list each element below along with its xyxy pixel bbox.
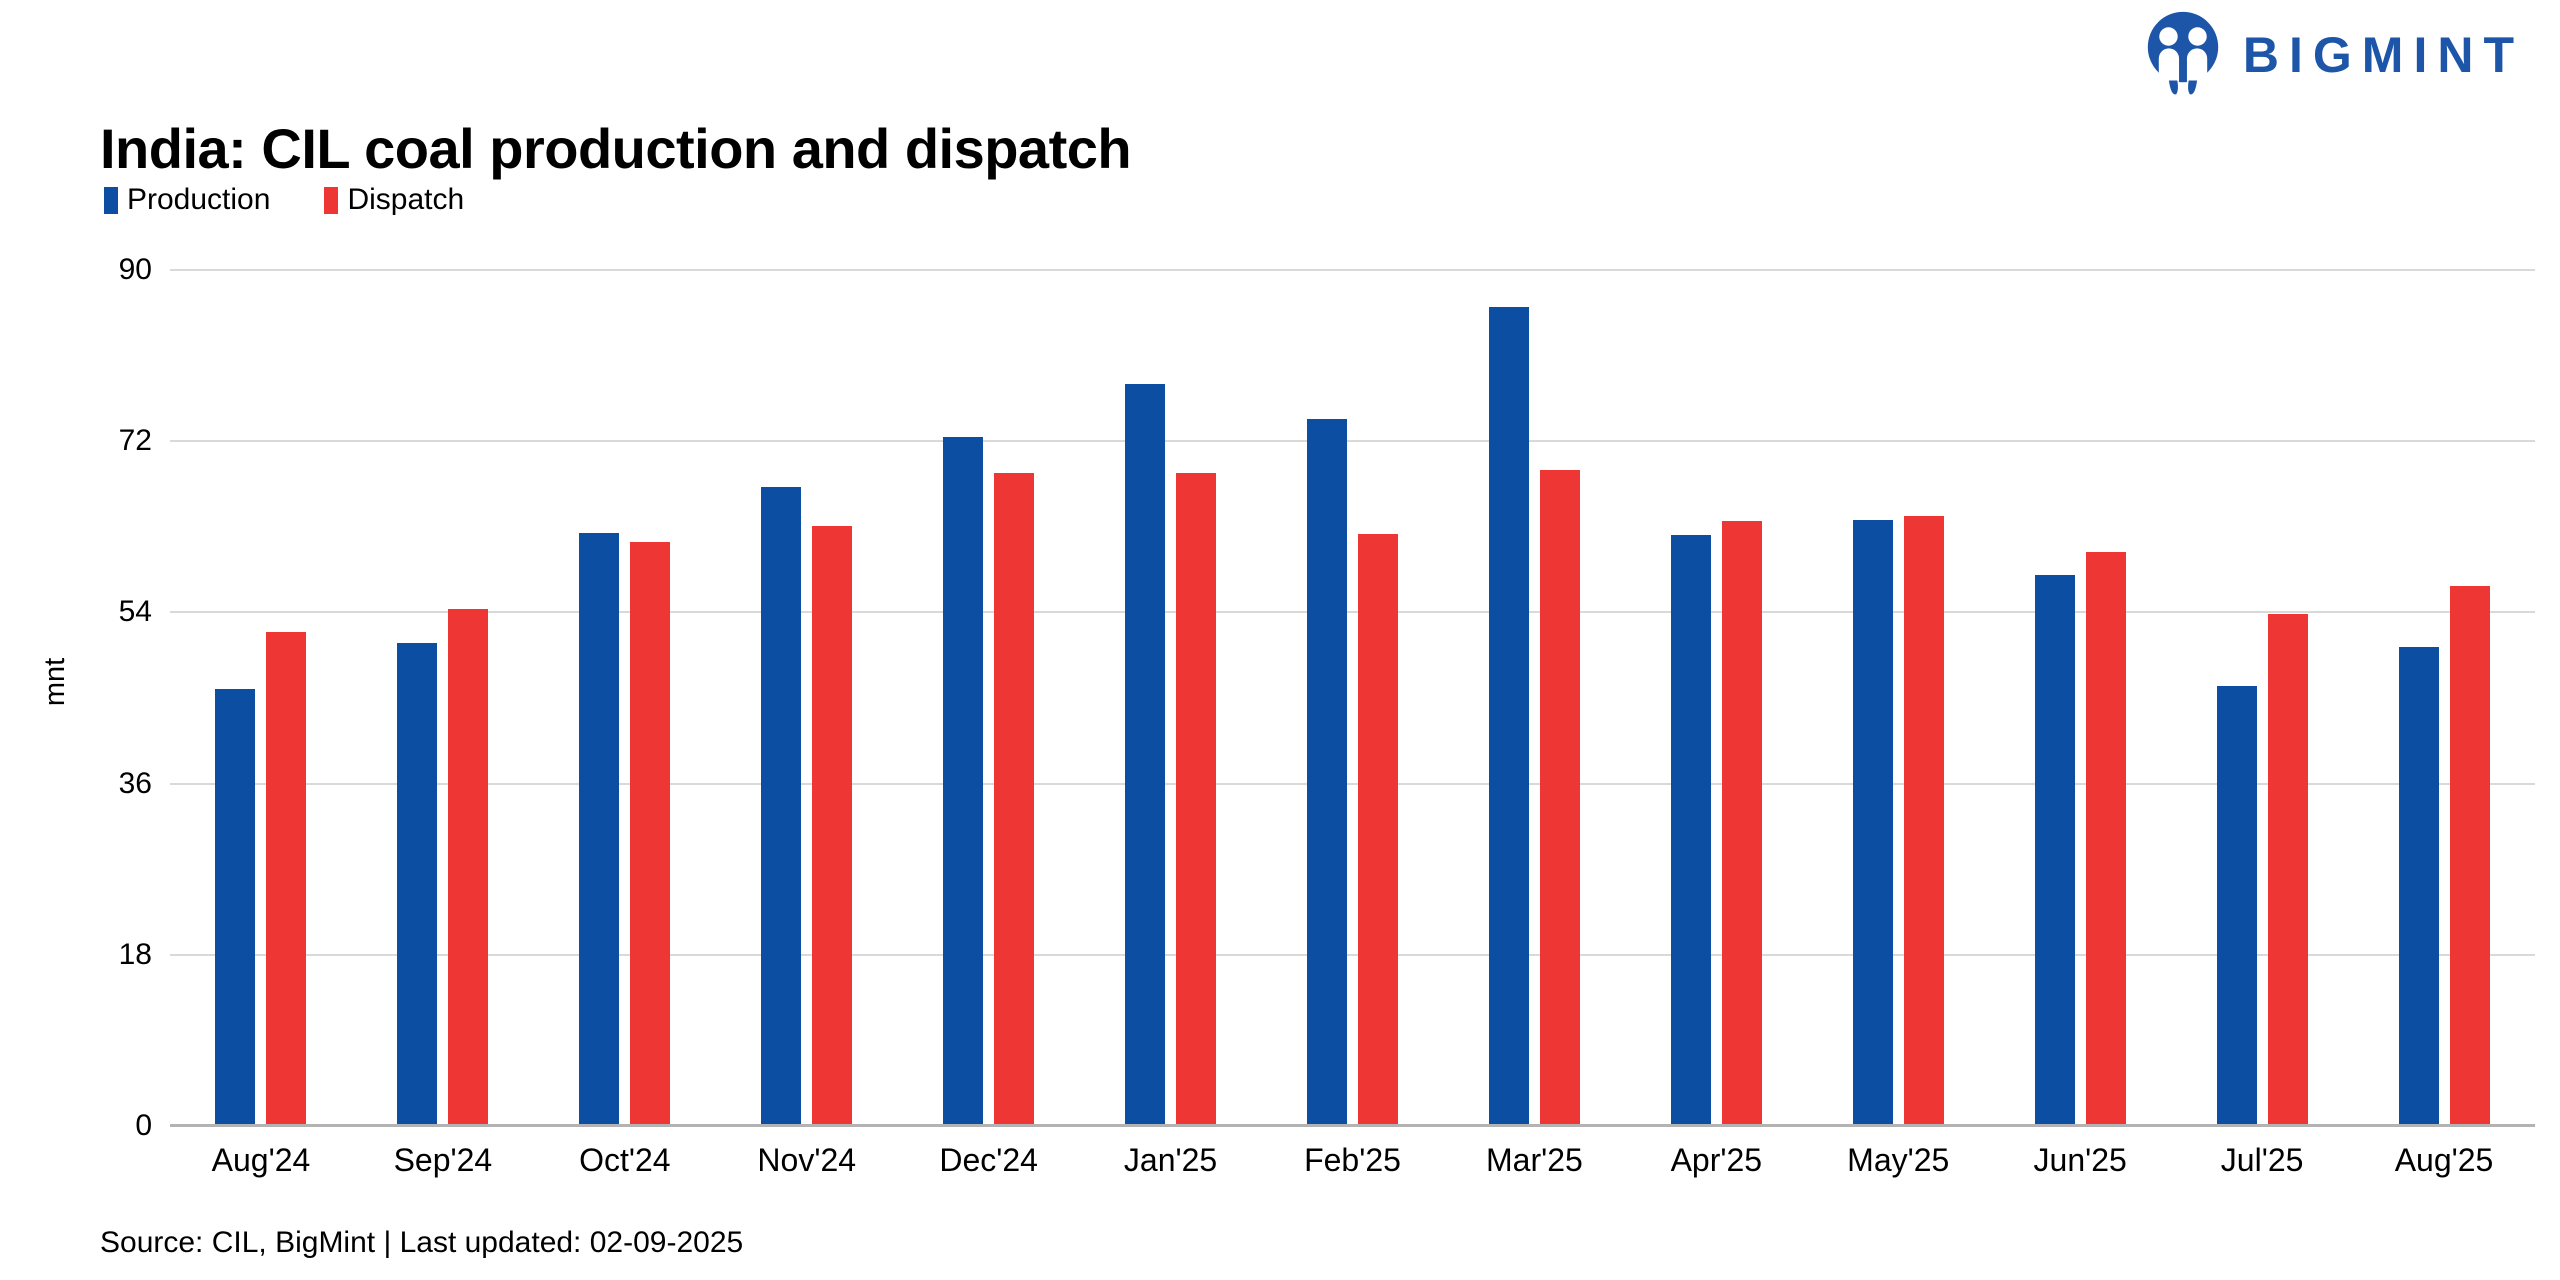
x-tick-label-Jul25: Jul'25 [2220, 1142, 2304, 1178]
x-axis-labels: Aug'24 Sep'24 Oct'24 Nov'24 Dec'24 Jan'25 Feb'… [170, 1142, 2535, 1179]
x-tick-label-Jan25: Jan'25 [1123, 1142, 1218, 1178]
bar-dispatch-Aug24 [266, 632, 307, 1126]
bar-production-Oct24 [579, 532, 620, 1126]
bar-group-Dec24 [898, 270, 1080, 1126]
y-axis-ticks: 0 18 36 54 72 90 [60, 253, 152, 1142]
bar-dispatch-Oct24 [630, 542, 671, 1126]
x-tick-label-Feb25: Feb'25 [1304, 1142, 1401, 1178]
x-tick-label-Aug25: Aug'25 [2394, 1142, 2494, 1178]
bar-group-Aug24 [170, 270, 352, 1126]
bar-dispatch-Jan25 [1176, 472, 1217, 1126]
gridline-90 [170, 269, 2535, 271]
x-tick-label-Apr25: Apr'25 [1670, 1142, 1763, 1178]
legend-label-production: Production [127, 183, 271, 216]
production-swatch-icon [104, 186, 118, 214]
y-tick-label-18: 18 [118, 937, 152, 971]
bar-production-Jun25 [2034, 575, 2075, 1126]
bar-groups [170, 270, 2535, 1126]
x-tick-label-Oct24: Oct'24 [579, 1142, 671, 1178]
bar-dispatch-Feb25 [1357, 534, 1398, 1126]
bar-dispatch-Aug25 [2449, 585, 2490, 1126]
bar-dispatch-Apr25 [1721, 521, 1762, 1126]
y-tick-label-72: 72 [118, 424, 152, 458]
bar-dispatch-May25 [1903, 516, 1944, 1126]
gridline-0 [170, 1124, 2535, 1127]
bar-group-Jun25 [1989, 270, 2171, 1126]
gridline-18 [170, 953, 2535, 956]
bar-production-Sep24 [397, 642, 438, 1126]
legend-item-production: Production [104, 183, 270, 217]
bigmint-logo: BIGMINT [2139, 8, 2524, 102]
source-note: Source: CIL, BigMint | Last updated: 02-… [100, 1226, 744, 1259]
bar-dispatch-Sep24 [448, 608, 489, 1126]
legend-label-dispatch: Dispatch [347, 183, 465, 216]
bar-group-Jan25 [1080, 270, 1262, 1126]
page-title: India: CIL coal production and dispatch [100, 116, 1132, 180]
bar-production-Jan25 [1125, 384, 1166, 1126]
y-tick-label-36: 36 [118, 766, 152, 800]
dispatch-swatch-icon [324, 186, 339, 214]
bar-production-Dec24 [943, 437, 984, 1126]
gridline-54 [170, 611, 2535, 614]
bar-production-Feb25 [1306, 419, 1347, 1126]
bar-production-Aug24 [215, 688, 256, 1126]
bar-production-Mar25 [1488, 307, 1529, 1126]
x-tick-label-Jun25: Jun'25 [2033, 1142, 2127, 1178]
x-tick-label-Sep24: Sep'24 [393, 1142, 493, 1178]
bar-production-Aug25 [2398, 646, 2439, 1126]
bar-production-Jul25 [2216, 685, 2257, 1126]
bar-dispatch-Nov24 [812, 525, 853, 1126]
bar-production-Apr25 [1670, 535, 1711, 1126]
bar-group-Jul25 [2171, 270, 2353, 1126]
x-tick-label-Dec24: Dec'24 [939, 1142, 1038, 1178]
bar-group-Mar25 [1443, 270, 1625, 1126]
bar-production-May25 [1852, 520, 1893, 1126]
legend-item-dispatch: Dispatch [324, 183, 464, 217]
bar-dispatch-Dec24 [994, 472, 1035, 1126]
bar-group-Nov24 [716, 270, 898, 1126]
x-tick-label-Nov24: Nov'24 [757, 1142, 857, 1178]
bar-dispatch-Jun25 [2085, 551, 2126, 1126]
x-tick-label-Mar25: Mar'25 [1486, 1142, 1583, 1178]
bar-group-Aug25 [2353, 270, 2535, 1126]
bar-dispatch-Mar25 [1539, 469, 1580, 1126]
plot-area [170, 269, 2535, 1127]
chart-legend: Production Dispatch [104, 183, 464, 217]
bigmint-logo-text: BIGMINT [2242, 27, 2524, 83]
bar-group-Oct24 [534, 270, 716, 1126]
bar-group-May25 [1807, 270, 1989, 1126]
gridline-36 [170, 782, 2535, 785]
y-tick-label-0: 0 [135, 1109, 152, 1142]
y-tick-label-54: 54 [118, 595, 152, 629]
bigmint-logo-icon [2147, 11, 2219, 95]
gridline-72 [170, 440, 2535, 443]
y-tick-label-90: 90 [118, 253, 152, 286]
bar-dispatch-Jul25 [2267, 614, 2308, 1126]
bar-production-Nov24 [761, 486, 802, 1126]
bar-group-Sep24 [352, 270, 534, 1126]
x-tick-label-Aug24: Aug'24 [211, 1142, 311, 1178]
bar-group-Feb25 [1262, 270, 1444, 1126]
bar-group-Apr25 [1625, 270, 1807, 1126]
x-tick-label-May25: May'25 [1847, 1142, 1950, 1178]
